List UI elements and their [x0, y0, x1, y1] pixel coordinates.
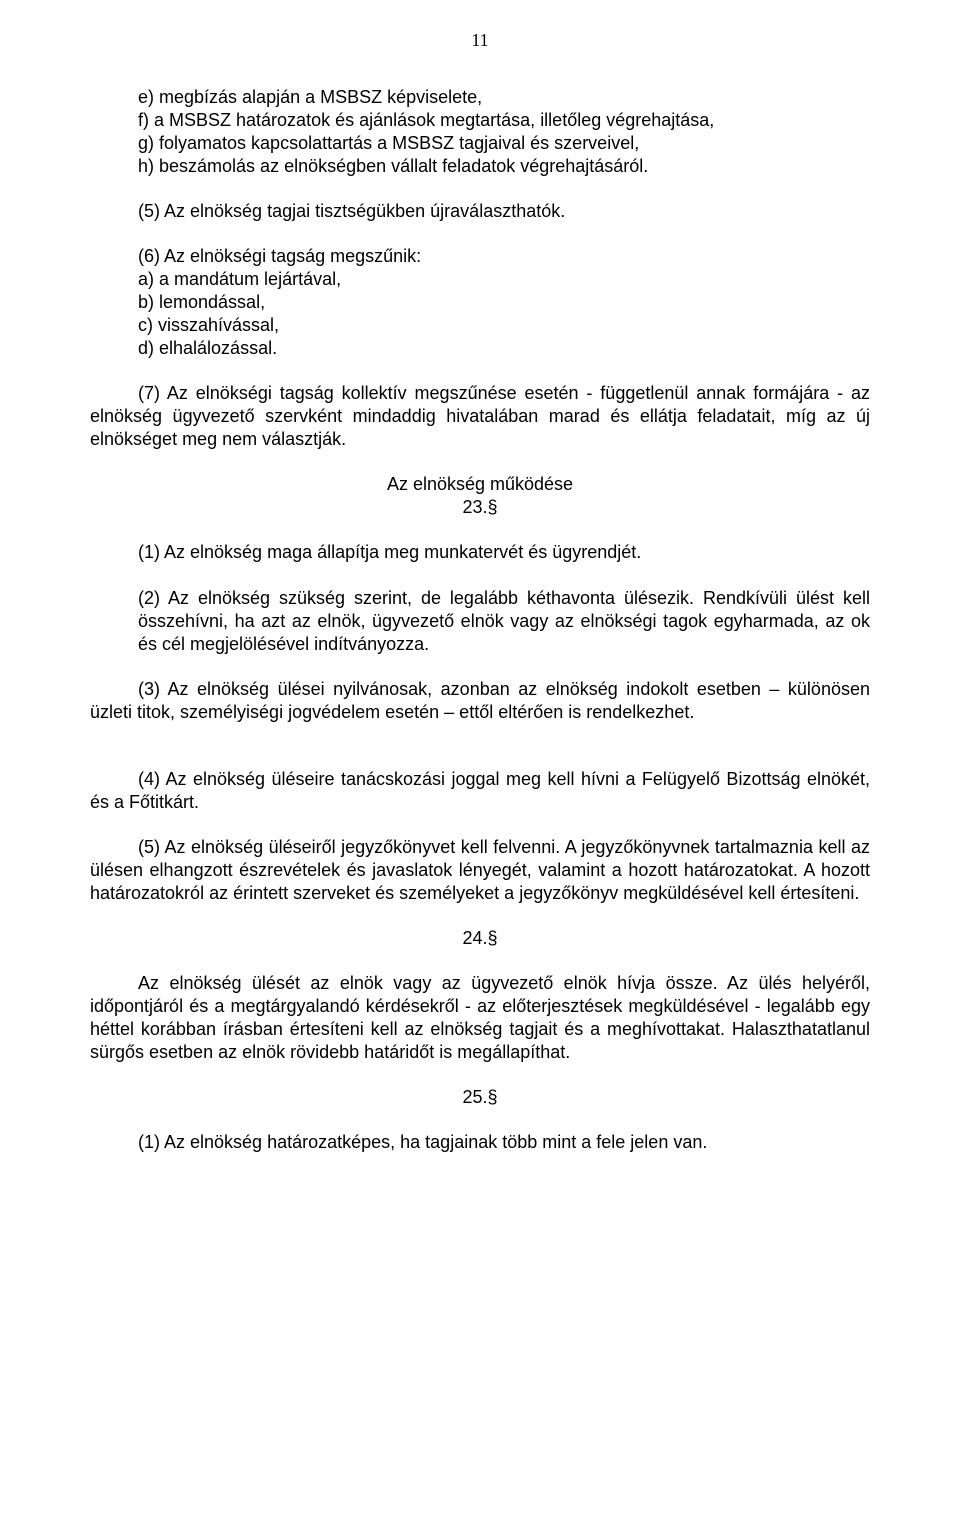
- para-6-intro: (6) Az elnökségi tagság megszűnik:: [90, 245, 870, 268]
- s23-p5: (5) Az elnökség üléseiről jegyzőkönyvet …: [90, 836, 870, 905]
- item-6b: b) lemondással,: [90, 291, 870, 314]
- s24-p: Az elnökség ülését az elnök vagy az ügyv…: [90, 972, 870, 1064]
- item-f: f) a MSBSZ határozatok és ajánlások megt…: [90, 109, 870, 132]
- section-24-number: 24.§: [90, 927, 870, 950]
- item-6d: d) elhalálozással.: [90, 337, 870, 360]
- list-block-e-h: e) megbízás alapján a MSBSZ képviselete,…: [90, 86, 870, 178]
- item-6c: c) visszahívással,: [90, 314, 870, 337]
- item-g: g) folyamatos kapcsolattartás a MSBSZ ta…: [90, 132, 870, 155]
- s23-p1: (1) Az elnökség maga állapítja meg munka…: [90, 541, 870, 564]
- item-h: h) beszámolás az elnökségben vállalt fel…: [90, 155, 870, 178]
- section-23-title: Az elnökség működése 23.§: [90, 473, 870, 519]
- item-6a: a) a mandátum lejártával,: [90, 268, 870, 291]
- para-6-block: (6) Az elnökségi tagság megszűnik: a) a …: [90, 245, 870, 360]
- section-25-number: 25.§: [90, 1086, 870, 1109]
- section-23-title-text: Az elnökség működése: [90, 473, 870, 496]
- para-7: (7) Az elnökségi tagság kollektív megszű…: [90, 382, 870, 451]
- s23-p2: (2) Az elnökség szükség szerint, de lega…: [90, 587, 870, 656]
- spacer: [90, 746, 870, 768]
- page-number: 11: [90, 30, 870, 51]
- s23-p3: (3) Az elnökség ülései nyilvánosak, azon…: [90, 678, 870, 724]
- para-5: (5) Az elnökség tagjai tisztségükben újr…: [90, 200, 870, 223]
- s25-p1: (1) Az elnökség határozatképes, ha tagja…: [90, 1131, 870, 1154]
- section-23-number: 23.§: [90, 496, 870, 519]
- s23-p4: (4) Az elnökség üléseire tanácskozási jo…: [90, 768, 870, 814]
- item-h-text: h) beszámolás az elnökségben vállalt fel…: [138, 156, 648, 176]
- item-e: e) megbízás alapján a MSBSZ képviselete,: [90, 86, 870, 109]
